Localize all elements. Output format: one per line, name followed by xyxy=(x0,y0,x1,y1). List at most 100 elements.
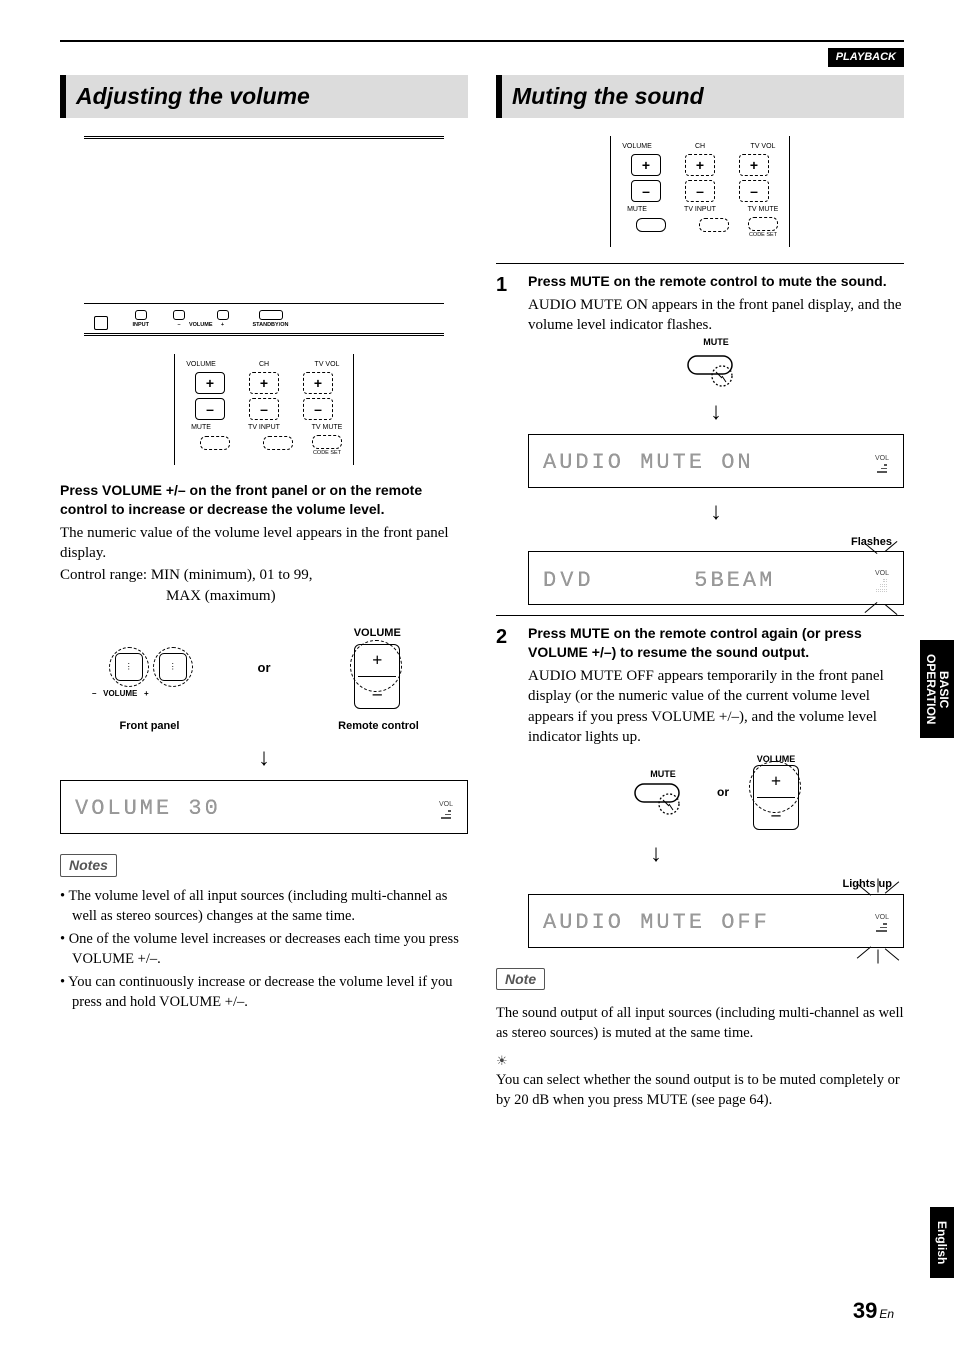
remote-r-label-ch: CH xyxy=(682,142,718,151)
down-arrow-icon: ↓ xyxy=(408,838,904,870)
down-arrow-icon: ↓ xyxy=(528,496,904,528)
lights-up-label: Lights up xyxy=(528,877,892,892)
remote-r-vol-minus: – xyxy=(631,180,661,202)
left-column: Adjusting the volume INPUT – VOLUME + ST… xyxy=(60,75,468,1110)
remote-r-codeset-label: CODE SET xyxy=(745,232,781,239)
remote-diagram-left: VOLUME CH TV VOL + + + – – – MUTE TV INP… xyxy=(174,354,354,465)
top-rule xyxy=(60,40,904,42)
body-volume-1: The numeric value of the volume level ap… xyxy=(60,523,468,564)
remote-tvvol-plus: + xyxy=(303,372,333,394)
remote-ch-minus: – xyxy=(249,398,279,420)
lcd-vol-label-2: VOL xyxy=(875,454,889,463)
remote-r-tvmute-btn xyxy=(748,217,778,231)
step-2-controls: MUTE or VOLUME +– xyxy=(528,753,904,830)
page-number: 39En xyxy=(853,1296,894,1326)
panel-standby-label: STANDBY/ON xyxy=(253,322,289,329)
remote-r-label-volume: VOLUME xyxy=(619,142,655,151)
remote-r-label-mute: MUTE xyxy=(619,205,655,214)
panel-minus: – xyxy=(177,322,180,329)
lcd-text-5beam: 5BEAM xyxy=(694,566,775,596)
remote-label-tvmute: TV MUTE xyxy=(309,423,345,432)
lcd-text-mute-off: AUDIO MUTE OFF xyxy=(543,908,770,938)
note-body: The sound output of all input sources (i… xyxy=(496,1004,904,1043)
volume-line-label: VOLUME xyxy=(103,689,137,698)
remote-mute-btn xyxy=(200,436,230,450)
remote-r-ch-minus: – xyxy=(685,180,715,202)
step-2-instruction: Press MUTE on the remote control again (… xyxy=(528,624,904,662)
note-item: The volume level of all input sources (i… xyxy=(60,887,468,926)
or-label-2: or xyxy=(717,784,729,800)
front-panel-caption: Front panel xyxy=(60,719,239,734)
note-item: One of the volume level increases or dec… xyxy=(60,930,468,969)
lcd-dvd-5beam: DVD 5BEAM VOL xyxy=(528,551,904,605)
tip-icon: ☀︎ xyxy=(496,1052,904,1070)
remote-label-tvvol: TV VOL xyxy=(309,360,345,369)
side-tab-english-wrap: English xyxy=(930,1207,954,1278)
front-panel-diagram: INPUT – VOLUME + STANDBY/ON xyxy=(84,136,443,336)
section-title-muting: Muting the sound xyxy=(496,75,904,118)
note-item: You can continuously increase or decreas… xyxy=(60,973,468,1012)
lcd-mute-on: AUDIO MUTE ON VOL xyxy=(528,434,904,488)
remote-ch-plus: + xyxy=(249,372,279,394)
front-vol-minus: ⋮ xyxy=(115,653,143,681)
remote-label-mute: MUTE xyxy=(183,423,219,432)
side-tab-operation: BASIC OPERATION xyxy=(920,640,954,738)
notes-label: Notes xyxy=(60,854,117,877)
remote-codeset-label: CODE SET xyxy=(309,450,345,457)
step-1-mute-diagram: MUTE xyxy=(528,336,904,388)
lcd-mute-off: AUDIO MUTE OFF VOL xyxy=(528,894,904,948)
panel-volume-label: VOLUME xyxy=(189,322,213,329)
front-vol-plus: ⋮ xyxy=(159,653,187,681)
step-1: 1 Press MUTE on the remote control to mu… xyxy=(496,263,904,605)
remote-tvmute-btn xyxy=(312,435,342,449)
remote-label-volume: VOLUME xyxy=(183,360,219,369)
down-arrow-icon: ↓ xyxy=(528,396,904,428)
side-tab-english: English xyxy=(930,1207,954,1278)
lcd-vol-label-3: VOL xyxy=(875,569,889,578)
remote-control-caption: Remote control xyxy=(289,719,468,734)
mute-caption-1: MUTE xyxy=(528,336,904,348)
mute-caption-2: MUTE xyxy=(633,768,693,780)
remote-diagram-right: VOLUME CH TV VOL + + + – – – MUTE TV INP… xyxy=(610,136,790,247)
step-2: 2 Press MUTE on the remote control again… xyxy=(496,615,904,947)
page-number-value: 39 xyxy=(853,1298,877,1323)
remote-r-vol-plus: + xyxy=(631,154,661,176)
lcd-text-mute-on: AUDIO MUTE ON xyxy=(543,448,754,478)
playback-badge: PLAYBACK xyxy=(828,48,904,67)
remote-r-label-tvvol: TV VOL xyxy=(745,142,781,151)
mute-button-icon xyxy=(686,354,746,388)
remote-r-tvvol-minus: – xyxy=(739,180,769,202)
step-1-body: AUDIO MUTE ON appears in the front panel… xyxy=(528,295,904,336)
panel-plus: + xyxy=(221,322,224,329)
lcd-vol-label: VOL xyxy=(439,800,453,809)
flashes-label: Flashes xyxy=(528,535,892,550)
notes-list: The volume level of all input sources (i… xyxy=(60,887,468,1012)
note-label-single: Note xyxy=(496,968,545,991)
step-2-number: 2 xyxy=(496,624,514,947)
remote-r-mute-btn xyxy=(636,218,666,232)
lcd-text-dvd: DVD xyxy=(543,566,595,596)
remote-vol-plus: + xyxy=(195,372,225,394)
remote-r-label-tvmute: TV MUTE xyxy=(745,205,781,214)
step-1-number: 1 xyxy=(496,272,514,605)
remote-tvinput-btn xyxy=(263,436,293,450)
remote-r-tvinput-btn xyxy=(699,218,729,232)
section-title-adjusting: Adjusting the volume xyxy=(60,75,468,118)
remote-tvvol-minus: – xyxy=(303,398,333,420)
remote-r-tvvol-plus: + xyxy=(739,154,769,176)
page-number-suffix: En xyxy=(879,1307,894,1321)
side-tab-basic-operation: BASIC OPERATION xyxy=(920,640,954,738)
right-column: Muting the sound VOLUME CH TV VOL + + + … xyxy=(496,75,904,1110)
remote-label-ch: CH xyxy=(246,360,282,369)
tip-body: You can select whether the sound output … xyxy=(496,1071,904,1110)
lcd-volume-30: VOLUME 30 VOL xyxy=(60,780,468,834)
remote-label-tvinput: TV INPUT xyxy=(246,423,282,432)
remote-r-label-tvinput: TV INPUT xyxy=(682,205,718,214)
or-label: or xyxy=(258,659,271,677)
step-2-body: AUDIO MUTE OFF appears temporarily in th… xyxy=(528,666,904,747)
panel-input-label: INPUT xyxy=(132,322,149,329)
body-volume-3: MAX (maximum) xyxy=(166,586,468,606)
step-1-instruction: Press MUTE on the remote control to mute… xyxy=(528,272,904,291)
mute-button-icon-2 xyxy=(633,782,693,816)
lcd-text-volume: VOLUME 30 xyxy=(75,794,221,824)
